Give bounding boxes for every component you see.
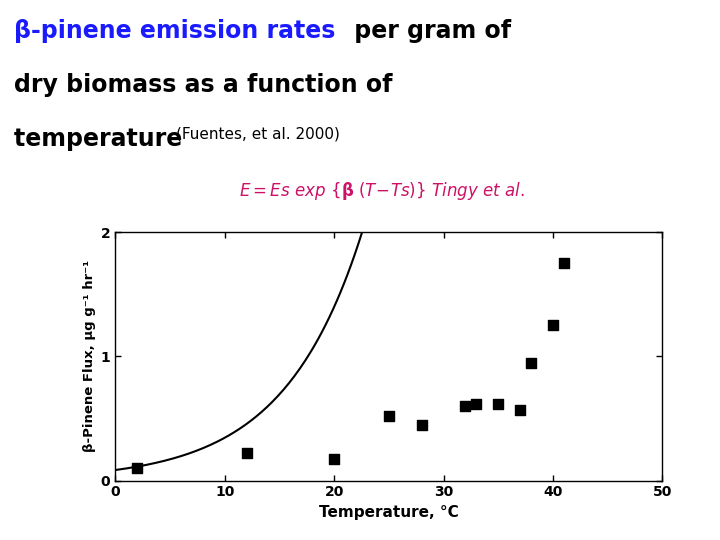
Text: temperature: temperature — [14, 127, 191, 151]
Point — [526, 359, 537, 367]
Point — [459, 402, 471, 410]
Point — [492, 399, 504, 408]
Point — [514, 406, 526, 414]
X-axis label: Temperature, °C: Temperature, °C — [319, 505, 459, 520]
Text: (Fuentes, et al. 2000): (Fuentes, et al. 2000) — [176, 127, 341, 142]
Text: $\it{E = Es\ exp\ \{}\bf{\beta}\it{\ (T\!-\!Ts)\}\ Tingy\ et\ al.}$: $\it{E = Es\ exp\ \{}\bf{\beta}\it{\ (T\… — [238, 180, 525, 202]
Text: β-pinene emission rates: β-pinene emission rates — [14, 19, 336, 43]
Point — [328, 455, 340, 464]
Point — [240, 449, 252, 457]
Point — [416, 420, 428, 429]
Text: per gram of: per gram of — [346, 19, 510, 43]
Point — [131, 464, 143, 472]
Point — [547, 321, 559, 329]
Point — [558, 259, 570, 267]
Text: dry biomass as a function of: dry biomass as a function of — [14, 73, 393, 97]
Point — [471, 399, 482, 408]
Point — [383, 411, 395, 420]
Y-axis label: β-Pinene Flux, μg g⁻¹ hr⁻¹: β-Pinene Flux, μg g⁻¹ hr⁻¹ — [84, 260, 96, 453]
